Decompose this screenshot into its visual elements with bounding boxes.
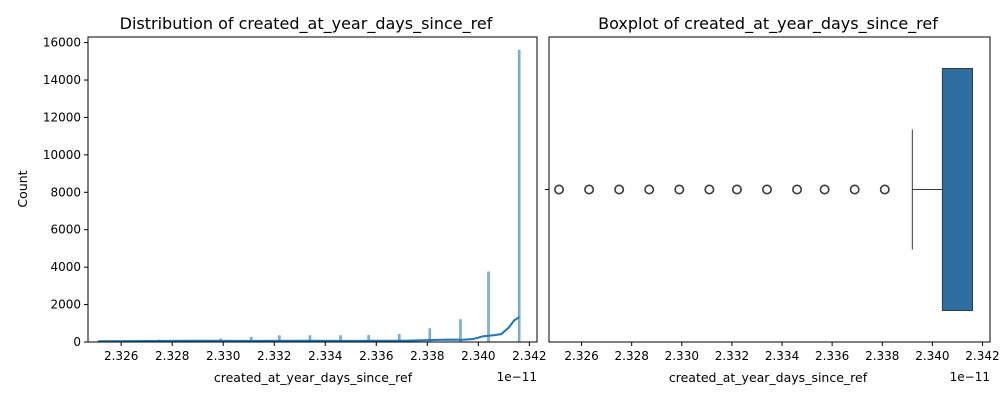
histogram-x-offset: 1e−11 (497, 370, 537, 384)
histogram-x-tick-label-7: 2.340 (461, 349, 495, 363)
boxplot-x-tick-label-0: 2.326 (564, 349, 598, 363)
histogram-bar-13 (487, 271, 490, 343)
histogram-y-tick-label-1: 2000 (50, 298, 81, 312)
boxplot-outlier-11 (879, 184, 890, 195)
boxplot-outlier-6 (731, 184, 742, 195)
boxplot-outlier-1 (584, 184, 595, 195)
boxplot-x-tick-label-4: 2.334 (765, 349, 799, 363)
histogram-x-tick-label-8: 2.342 (512, 349, 546, 363)
boxplot-panel: Boxplot of created_at_year_days_since_re… (545, 14, 1000, 385)
boxplot-x-tick-label-5: 2.336 (815, 349, 849, 363)
histogram-y-tick-label-6: 12000 (43, 110, 81, 124)
boxplot-outlier-8 (792, 184, 803, 195)
histogram-y-tick-label-2: 4000 (50, 260, 81, 274)
histogram-y-tick-label-7: 14000 (43, 73, 81, 87)
boxplot-outlier-4 (674, 184, 685, 195)
histogram-title: Distribution of created_at_year_days_sin… (120, 14, 493, 34)
histogram-x-tick-label-2: 2.330 (206, 349, 240, 363)
boxplot-x-label: created_at_year_days_since_ref (669, 370, 868, 385)
histogram-y-label: Count (15, 170, 30, 207)
boxplot-box (941, 68, 973, 311)
boxplot-title: Boxplot of created_at_year_days_since_re… (598, 14, 938, 34)
histogram-y-tick-label-8: 16000 (43, 36, 81, 50)
boxplot-x-tick-label-2: 2.330 (665, 349, 699, 363)
boxplot-x-offset: 1e−11 (950, 370, 990, 384)
histogram-x-label: created_at_year_days_since_ref (214, 370, 413, 385)
histogram-y-tick-label-5: 10000 (43, 148, 81, 162)
histogram-bars (96, 49, 521, 343)
histogram-y-ticks: 0 2000 4000 6000 8000 10000 12000 14000 16000 (43, 36, 88, 349)
histogram-y-tick-label-4: 8000 (50, 185, 81, 199)
boxplot-outlier-10 (849, 184, 860, 195)
histogram-y-tick-label-0: 0 (73, 335, 81, 349)
boxplot-x-tick-label-7: 2.340 (915, 349, 949, 363)
boxplot-outlier-2 (614, 184, 625, 195)
histogram-bar-12 (459, 319, 462, 343)
boxplot-x-ticks: 2.326 2.328 2.330 2.332 2.334 2.336 2.338 2.340… (564, 342, 1000, 363)
boxplot-outlier-9 (819, 184, 830, 195)
boxplot-frame (548, 36, 991, 343)
boxplot-x-tick-label-8: 2.342 (965, 349, 999, 363)
histogram-x-tick-label-3: 2.332 (257, 349, 291, 363)
kde-curve (98, 316, 520, 343)
boxplot-x-tick-label-6: 2.338 (865, 349, 899, 363)
boxplot-elements (911, 68, 973, 311)
histogram-x-ticks: 2.326 2.328 2.330 2.332 2.334 2.336 2.338 2.340… (104, 342, 547, 363)
histogram-panel: Distribution of created_at_year_days_sin… (15, 14, 547, 385)
boxplot-x-tick-label-1: 2.328 (615, 349, 649, 363)
boxplot-outlier-0 (554, 184, 565, 195)
histogram-x-tick-label-4: 2.334 (308, 349, 342, 363)
boxplot-outlier-3 (644, 184, 655, 195)
histogram-x-tick-label-5: 2.336 (359, 349, 393, 363)
histogram-x-tick-label-6: 2.338 (410, 349, 444, 363)
histogram-frame (87, 36, 538, 343)
histogram-x-tick-label-1: 2.328 (155, 349, 189, 363)
boxplot-outlier-5 (704, 184, 715, 195)
histogram-y-tick-label-3: 6000 (50, 223, 81, 237)
histogram-x-tick-label-0: 2.326 (104, 349, 138, 363)
boxplot-outlier-7 (761, 184, 772, 195)
boxplot-x-tick-label-3: 2.332 (715, 349, 749, 363)
boxplot-outliers (554, 184, 890, 195)
histogram-bar-14 (517, 49, 521, 343)
